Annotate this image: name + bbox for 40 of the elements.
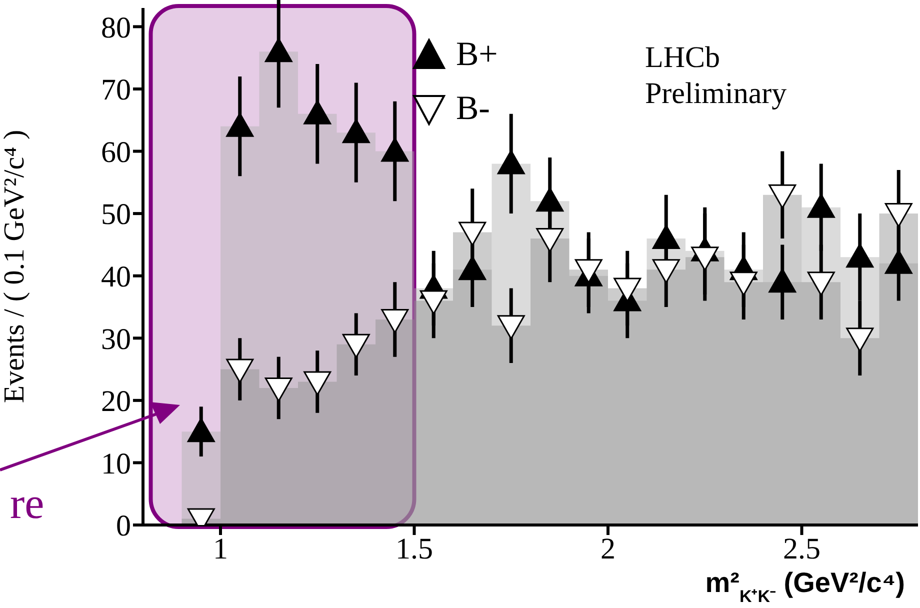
point bbox=[536, 187, 564, 212]
point bbox=[264, 377, 292, 402]
y-tick-label: 40 bbox=[101, 260, 131, 294]
point bbox=[807, 194, 835, 218]
y-tick-label: 80 bbox=[101, 11, 131, 44]
point bbox=[226, 358, 254, 384]
x-tick-label: 1.5 bbox=[396, 532, 433, 566]
point bbox=[226, 112, 254, 137]
point bbox=[846, 328, 874, 352]
y-axis-title: Events / ( 0.1 GeV²/c⁴ ) bbox=[0, 130, 30, 404]
legend-label: B+ bbox=[456, 35, 498, 75]
point bbox=[652, 259, 680, 284]
point bbox=[304, 371, 332, 396]
x-axis-title: m²$_{K⁺K⁻}$ (GeV²/c⁴) bbox=[705, 567, 905, 606]
y-tick-label: 70 bbox=[101, 74, 131, 107]
point bbox=[807, 272, 835, 296]
point bbox=[691, 246, 719, 271]
point bbox=[497, 315, 525, 340]
y-tick-label: 20 bbox=[101, 385, 131, 418]
point bbox=[458, 222, 486, 246]
y-tick-label: 0 bbox=[116, 510, 131, 543]
y-tick-label: 60 bbox=[101, 136, 131, 169]
legend-label: B- bbox=[456, 89, 490, 129]
x-tick-label: 2 bbox=[600, 532, 616, 566]
point bbox=[536, 228, 564, 252]
point bbox=[342, 334, 370, 358]
point bbox=[264, 38, 292, 62]
point bbox=[381, 138, 409, 162]
point bbox=[730, 272, 758, 296]
annotation: LHCb Preliminary bbox=[645, 40, 788, 112]
point bbox=[342, 118, 370, 144]
point bbox=[304, 100, 332, 124]
point bbox=[497, 150, 525, 174]
y-tick-label: 30 bbox=[101, 322, 131, 356]
y-tick-label: 10 bbox=[101, 447, 131, 480]
text: re bbox=[10, 478, 44, 529]
x-tick-label: 2.5 bbox=[783, 532, 820, 566]
point bbox=[381, 308, 409, 334]
x-tick-label: 1 bbox=[213, 532, 228, 566]
y-tick-label: 50 bbox=[101, 198, 131, 232]
